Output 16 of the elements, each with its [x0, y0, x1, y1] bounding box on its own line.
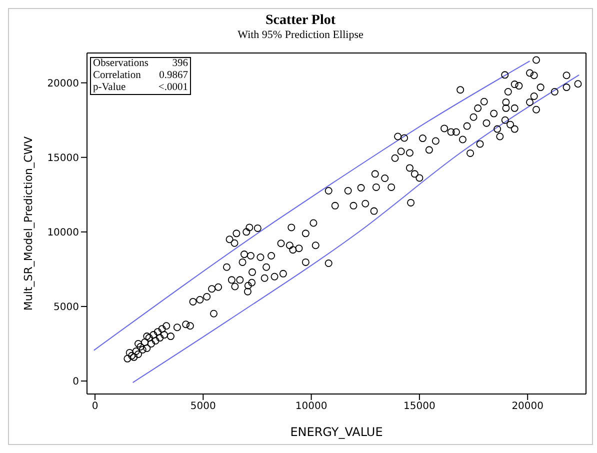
x-tick-label: 15000 — [404, 401, 436, 412]
x-tick-label: 10000 — [295, 401, 328, 412]
statistics-table: Observations 396 Correlation 0.9867 p-Value <.0001 — [90, 57, 191, 95]
y-tick-label: 20000 — [47, 78, 79, 90]
y-tick-label: 10000 — [47, 227, 79, 238]
x-axis-title: ENERGY_VALUE — [290, 425, 383, 439]
chart-title: Scatter Plot — [264, 13, 337, 29]
y-tick-label: 15000 — [47, 152, 79, 164]
x-tick-label: 5000 — [190, 401, 216, 412]
x-tick-label: 0 — [92, 401, 98, 412]
x-tick-label: 20000 — [512, 401, 544, 412]
y-axis-title: Mult_SR_Model_Prediction_CWV — [22, 136, 35, 311]
line-series — [93, 60, 530, 351]
chart-subtitle: With 95% Prediction Ellipse — [236, 29, 364, 41]
y-tick-label: 5000 — [54, 302, 79, 314]
y-tick-label: 0 — [72, 376, 79, 388]
